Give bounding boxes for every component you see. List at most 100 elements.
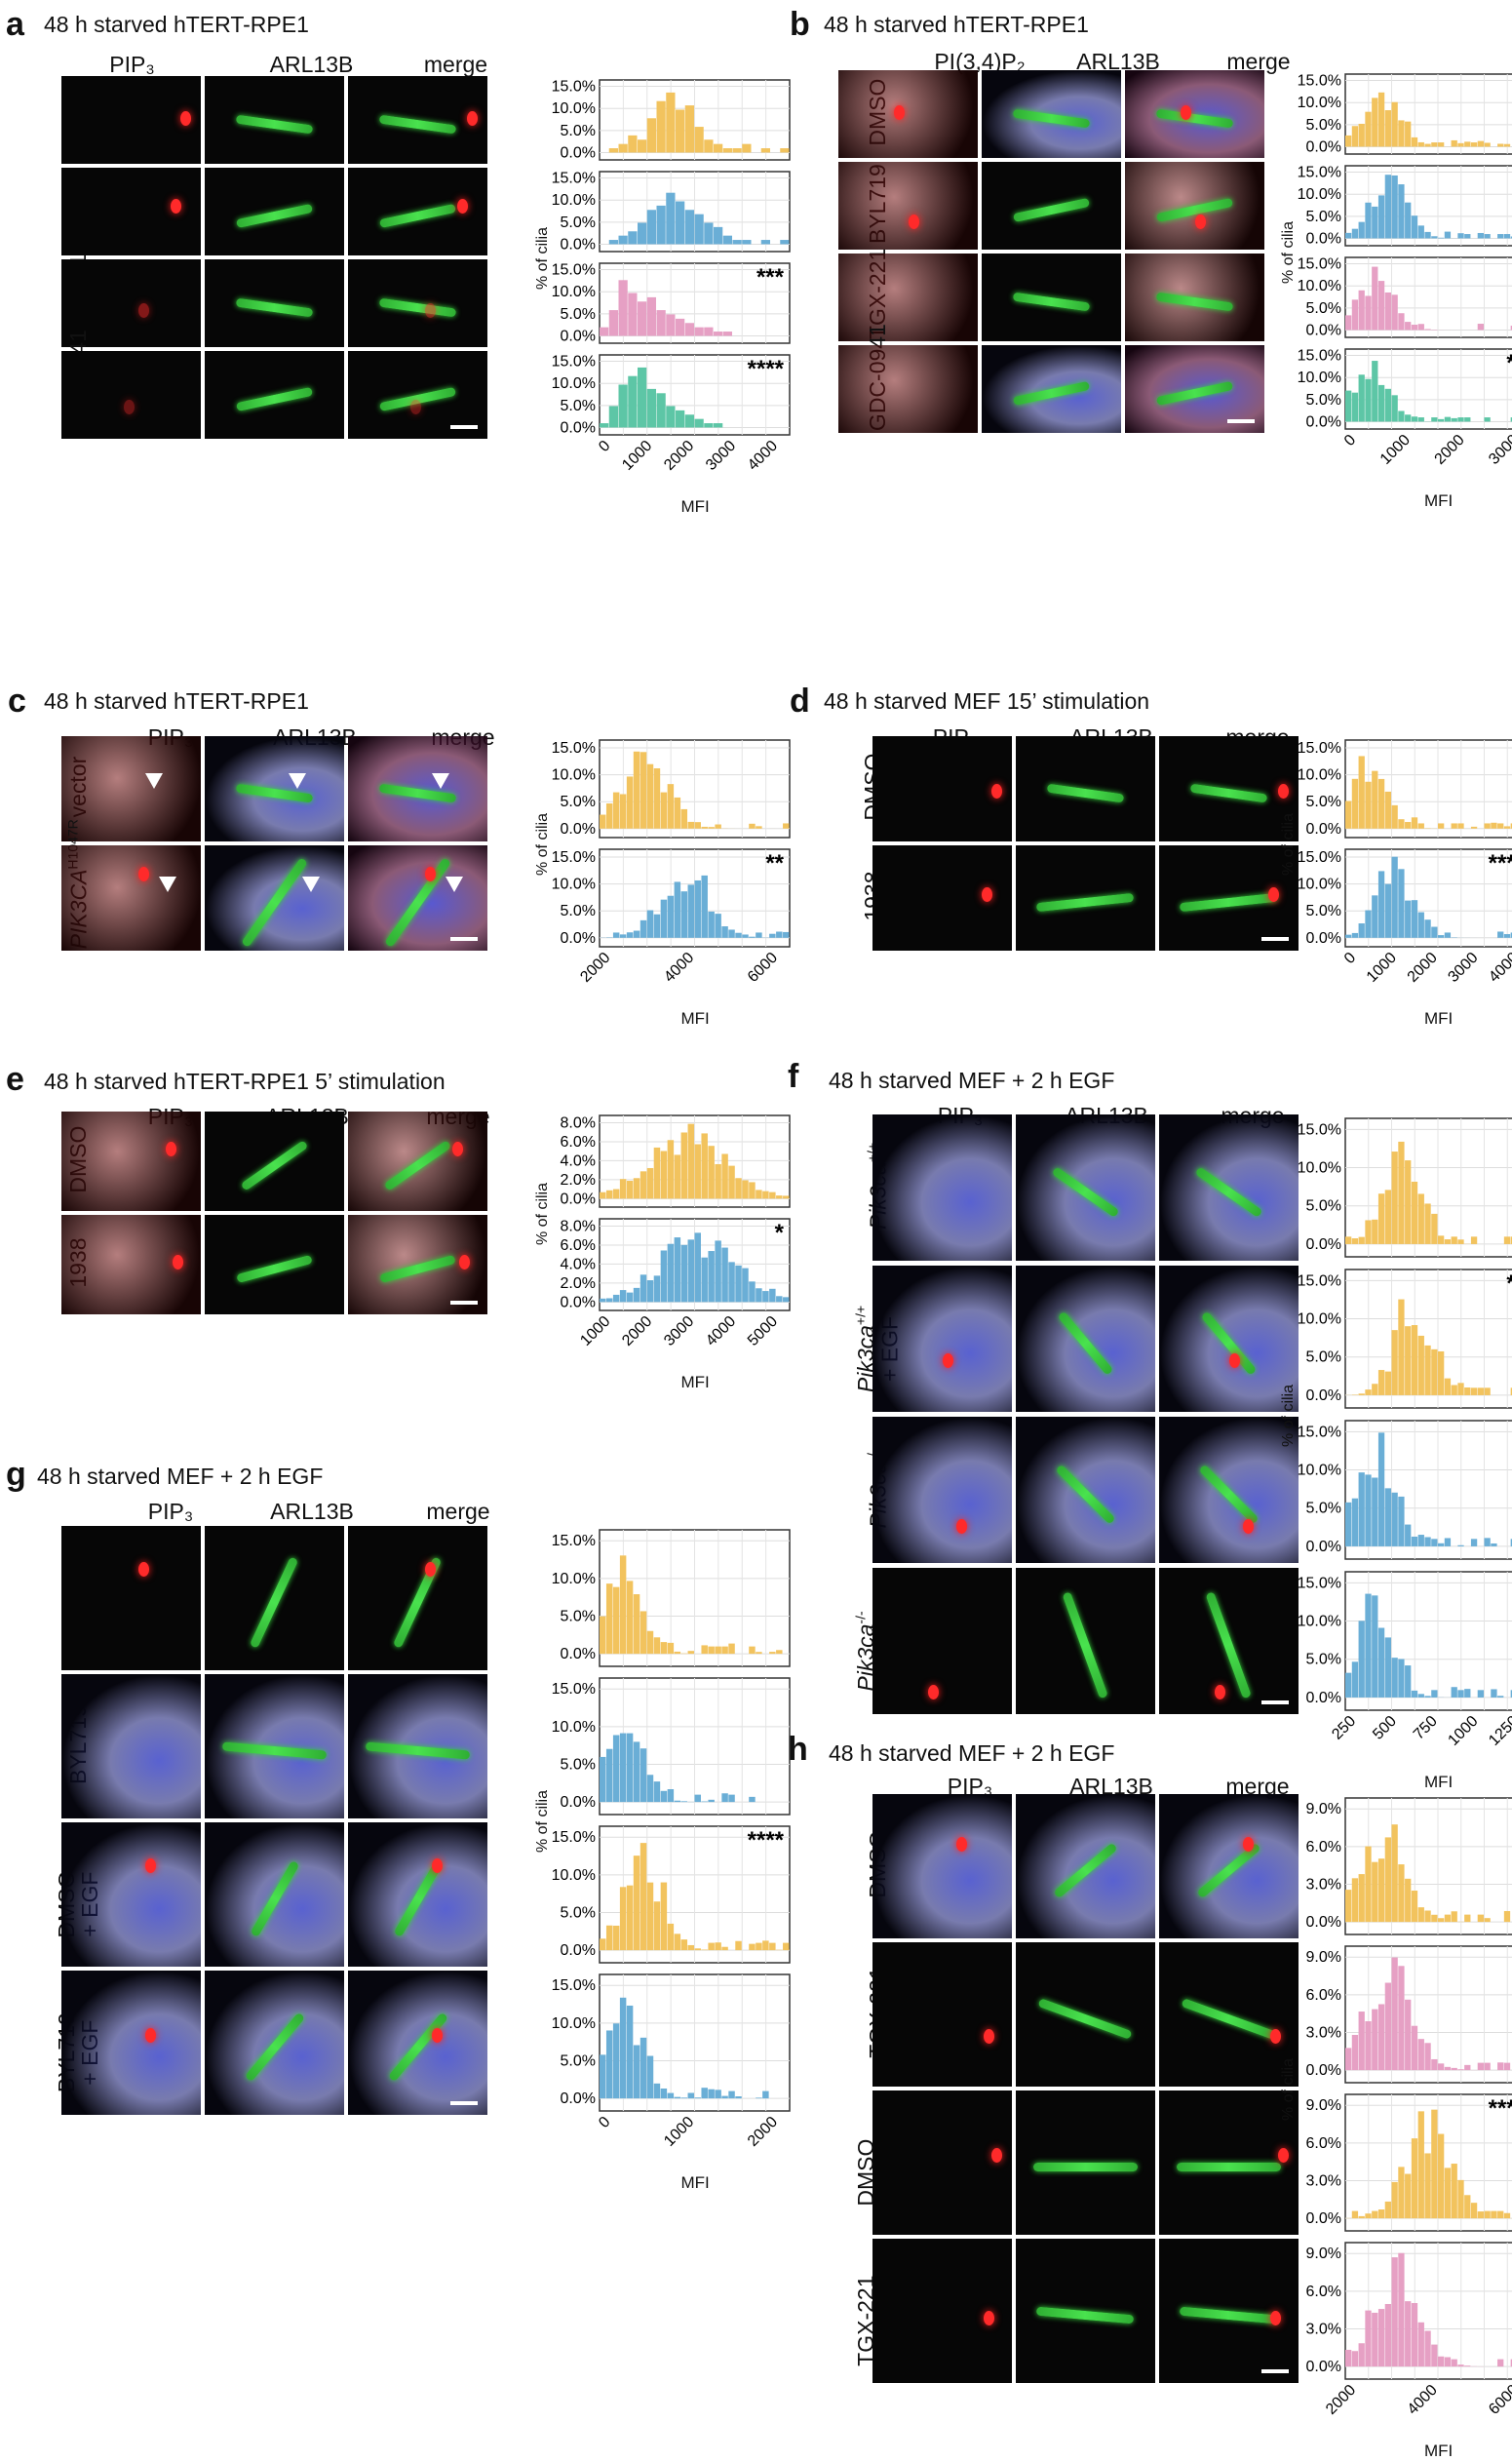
y-tick-label: 0.0% <box>561 144 596 161</box>
histogram-bar <box>1424 1346 1430 1395</box>
pip-micrograph <box>838 254 978 341</box>
histogram-bar <box>654 1275 660 1302</box>
arl-micrograph <box>1016 2090 1155 2235</box>
histogram-bar <box>619 384 628 427</box>
histogram: 8.0%6.0%4.0%2.0%0.0% <box>531 1113 799 1215</box>
cilium <box>1036 893 1134 912</box>
histogram-bar <box>657 310 666 335</box>
histogram-bar <box>1385 1372 1391 1395</box>
histogram-bar <box>1352 2351 1358 2366</box>
y-tick-label: 6.0% <box>1306 2135 1341 2152</box>
histogram-bar <box>675 881 680 937</box>
histogram-bar <box>715 914 720 938</box>
histogram-bar <box>1365 1474 1371 1546</box>
histogram-bar <box>708 827 714 829</box>
histogram-bar <box>701 827 707 829</box>
histogram: 15.0%10.0%5.0%0.0% <box>1277 738 1512 845</box>
histogram-bar <box>1418 225 1424 238</box>
histogram-bar <box>715 1240 720 1302</box>
pip3-spot <box>1195 215 1206 229</box>
pip3-spot <box>124 400 135 414</box>
histogram-bar <box>685 323 694 335</box>
cilium <box>1053 1843 1117 1898</box>
scale-bar <box>450 425 478 429</box>
histogram-bar <box>1412 900 1417 938</box>
y-tick-label: 15.0% <box>1298 849 1341 866</box>
histogram-bar <box>666 193 675 245</box>
x-tick-label: 0 <box>596 2114 613 2131</box>
histogram-bar <box>695 1948 701 1950</box>
x-tick-label: 2000 <box>1323 2382 1359 2418</box>
histogram: 15.0%10.0%5.0%0.0% <box>1277 164 1512 254</box>
histogram-bar <box>1457 1690 1463 1698</box>
y-tick-label: 15.0% <box>1298 73 1341 90</box>
y-tick-label: 5.0% <box>561 903 596 919</box>
histogram-bar <box>638 139 646 152</box>
histogram-bar <box>756 1190 761 1198</box>
merge-micrograph <box>1125 254 1264 341</box>
histogram-bar <box>1398 819 1404 829</box>
histogram-bar <box>619 236 628 245</box>
histogram-bar <box>1385 1488 1391 1546</box>
histogram-bar <box>1452 1236 1457 1244</box>
histogram-bar <box>1418 324 1424 330</box>
histogram-bar <box>714 227 722 245</box>
histogram-bar <box>676 109 684 152</box>
merge-micrograph <box>348 1215 487 1314</box>
y-tick-label: 5.0% <box>561 2052 596 2069</box>
histogram-bar <box>1398 1300 1404 1395</box>
histogram-bar <box>1471 1387 1477 1395</box>
col-header-arl13b: ARL13B <box>242 54 381 76</box>
pip-micrograph <box>61 1674 201 1818</box>
histogram-bar <box>708 1800 714 1802</box>
histogram-svg: 15.0%10.0%5.0%0.0%** <box>1277 1268 1512 1416</box>
histogram-bar <box>708 1647 714 1655</box>
cilium <box>1156 381 1233 406</box>
histogram-bar <box>654 1901 660 1950</box>
significance-stars: *** <box>756 264 785 291</box>
x-tick-label: 4000 <box>1405 2382 1441 2418</box>
histogram-bar <box>1345 2350 1351 2366</box>
histogram-bar <box>1405 1525 1411 1546</box>
x-tick-label: 1000 <box>1445 1713 1481 1749</box>
histogram-bar <box>1398 2167 1404 2218</box>
scale-bar <box>450 2101 478 2105</box>
histogram-bar <box>762 1940 768 1950</box>
x-tick-label: 3000 <box>1445 950 1481 986</box>
significance-stars: ** <box>1506 350 1512 376</box>
histogram-bar <box>1398 1966 1404 2070</box>
pip3-spot <box>909 215 919 229</box>
x-tick-label: 0 <box>1341 950 1359 967</box>
y-tick-label: 0.0% <box>1306 1236 1341 1253</box>
histogram-bar <box>676 201 684 244</box>
pip-micrograph <box>838 345 978 433</box>
histogram-bar <box>1504 144 1510 147</box>
histogram-bar <box>634 931 640 938</box>
y-tick-label: 9.0% <box>1306 2246 1341 2262</box>
x-axis-label: MFI <box>1424 1009 1453 1029</box>
histogram-svg: 15.0%10.0%5.0%0.0%* <box>1277 255 1512 345</box>
histogram-bar <box>749 1647 755 1655</box>
histogram-bar <box>714 144 722 153</box>
histogram-bar <box>1398 313 1404 330</box>
histogram-bar <box>1464 2195 1470 2218</box>
pip-micrograph <box>872 2239 1012 2383</box>
histogram-bar <box>1438 935 1444 938</box>
histogram-bar <box>647 1775 653 1802</box>
histogram-bar <box>1497 1696 1503 1698</box>
histogram-bar <box>1431 1349 1437 1395</box>
y-tick-label: 0.0% <box>1306 2210 1341 2227</box>
histogram-bar <box>762 1291 768 1302</box>
y-tick-label: 15.0% <box>552 171 596 187</box>
histogram-bar <box>640 752 646 829</box>
histogram-bar <box>666 314 675 335</box>
histogram-bar <box>668 2093 674 2099</box>
y-tick-label: 8.0% <box>561 1219 596 1235</box>
histogram-bar <box>1445 932 1451 937</box>
histogram-bar <box>640 1843 646 1950</box>
histogram-bar <box>1452 2068 1457 2070</box>
histogram-bar <box>1418 417 1424 421</box>
arl-micrograph <box>205 351 344 439</box>
histogram-bar <box>1485 417 1491 421</box>
